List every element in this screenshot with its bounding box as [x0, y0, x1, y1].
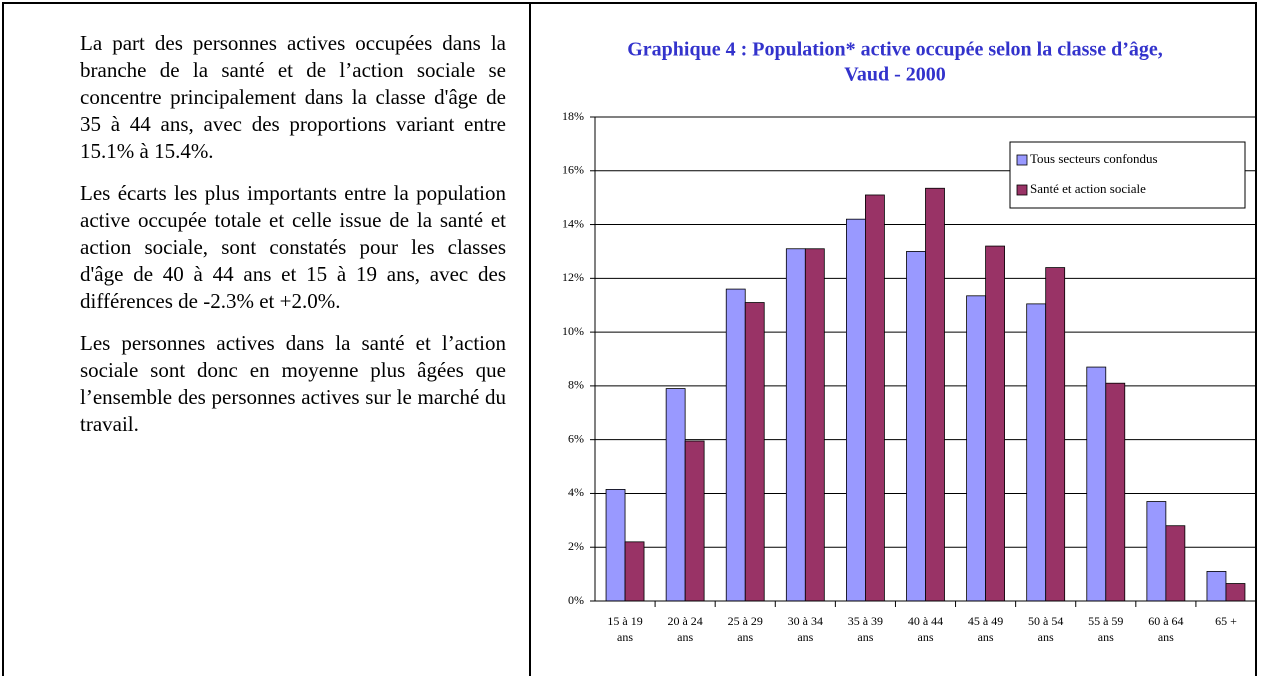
x-tick-label: ans — [978, 630, 994, 644]
paragraph: La part des personnes actives occupées d… — [80, 31, 506, 163]
x-tick-label: ans — [1098, 630, 1114, 644]
x-tick-label: 15 à 19 — [607, 614, 642, 628]
y-tick-label: 10% — [562, 324, 584, 338]
x-tick-label: ans — [1158, 630, 1174, 644]
x-tick-label: ans — [918, 630, 934, 644]
x-tick-label: 55 à 59 — [1088, 614, 1123, 628]
x-tick-label: 20 à 24 — [667, 614, 702, 628]
bar — [785, 248, 806, 602]
legend-swatch — [1016, 154, 1028, 166]
paragraph: Les personnes actives dans la santé et l… — [80, 331, 506, 436]
bar — [906, 251, 926, 602]
bar — [1146, 501, 1167, 602]
bar — [744, 302, 765, 602]
x-tick-label: 50 à 54 — [1028, 614, 1063, 628]
x-tick-label: ans — [677, 630, 693, 644]
bar — [1105, 382, 1126, 602]
legend-box — [1009, 141, 1246, 209]
bar — [966, 295, 986, 602]
legend-swatch — [1016, 184, 1028, 196]
divider — [529, 2, 531, 676]
y-tick-label: 0% — [568, 593, 584, 607]
y-tick-label: 8% — [568, 378, 584, 392]
x-tick-label: 25 à 29 — [728, 614, 763, 628]
bar — [865, 194, 885, 602]
bar — [1225, 583, 1246, 602]
paragraph: Les écarts les plus importants entre la … — [80, 181, 506, 313]
chart-title: Vaud - 2000 — [844, 64, 946, 86]
bar — [1045, 267, 1066, 602]
bar — [1206, 571, 1227, 602]
bar — [846, 218, 866, 602]
bar — [605, 489, 626, 602]
y-tick-label: 6% — [568, 431, 584, 445]
bar — [624, 541, 645, 602]
bar — [1026, 303, 1047, 602]
x-tick-label: 35 à 39 — [848, 614, 883, 628]
bar — [804, 248, 825, 602]
y-tick-label: 18% — [562, 109, 584, 123]
legend-label: Tous secteurs confondus — [1030, 151, 1158, 166]
x-tick-label: ans — [857, 630, 873, 644]
x-tick-label: ans — [617, 630, 633, 644]
bar — [665, 388, 686, 602]
y-tick-label: 14% — [562, 216, 584, 230]
x-tick-label: 40 à 44 — [908, 614, 943, 628]
y-tick-label: 16% — [562, 163, 584, 177]
y-tick-label: 12% — [562, 270, 584, 284]
x-tick-label: 45 à 49 — [968, 614, 1003, 628]
bar — [1165, 525, 1186, 602]
legend-label: Santé et action sociale — [1030, 181, 1146, 196]
x-tick-label: 65 + — [1215, 614, 1237, 628]
text-column: La part des personnes actives occupées d… — [80, 30, 506, 453]
x-tick-label: ans — [1038, 630, 1054, 644]
x-tick-label: ans — [737, 630, 753, 644]
bar — [725, 288, 746, 602]
bar — [684, 440, 705, 602]
y-tick-label: 4% — [568, 485, 584, 499]
x-tick-label: ans — [797, 630, 813, 644]
x-tick-label: 30 à 34 — [788, 614, 823, 628]
y-tick-label: 2% — [568, 539, 584, 553]
bar — [1086, 366, 1107, 602]
x-tick-label: 60 à 64 — [1148, 614, 1183, 628]
chart-title: Graphique 4 : Population* active occupée… — [627, 39, 1163, 61]
bar — [925, 187, 945, 602]
bar — [985, 245, 1005, 602]
